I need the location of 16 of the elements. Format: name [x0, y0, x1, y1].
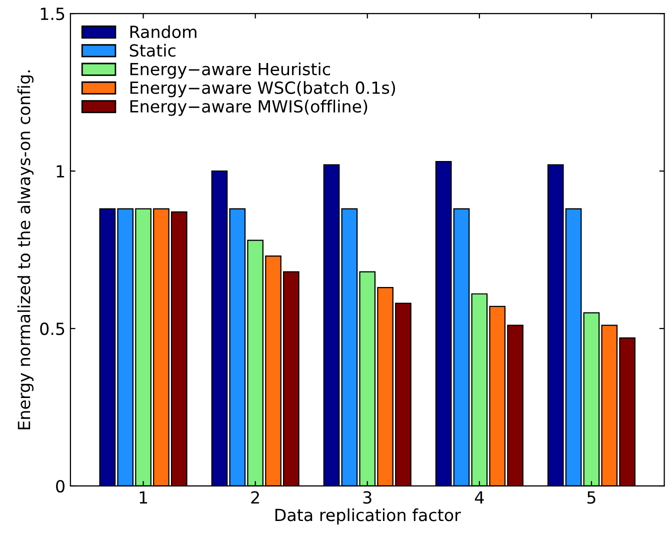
- x-tick-label: 4: [474, 491, 484, 504]
- x-tick-label: 3: [363, 491, 372, 504]
- y-tick-label: 1: [56, 165, 64, 178]
- legend-label: Energy−aware WSC(batch 0.1s): [130, 81, 395, 98]
- legend-label: Static: [130, 44, 176, 57]
- y-tick-label: 1.5: [40, 8, 64, 20]
- legend-label: Random: [130, 25, 196, 38]
- x-tick-label: 5: [587, 491, 596, 504]
- y-tick-label: 0: [56, 480, 64, 493]
- x-tick-label: 2: [251, 491, 259, 504]
- legend-label: Energy−aware Heuristic: [130, 62, 330, 79]
- x-axis-title: Data replication factor: [275, 508, 461, 524]
- x-tick-label: 1: [140, 491, 148, 504]
- legend-label: Energy−aware MWIS(offline): [130, 100, 368, 116]
- y-axis-title: Energy normalized to the always-on config.: [17, 70, 34, 430]
- y-tick-label: 0.5: [40, 322, 64, 336]
